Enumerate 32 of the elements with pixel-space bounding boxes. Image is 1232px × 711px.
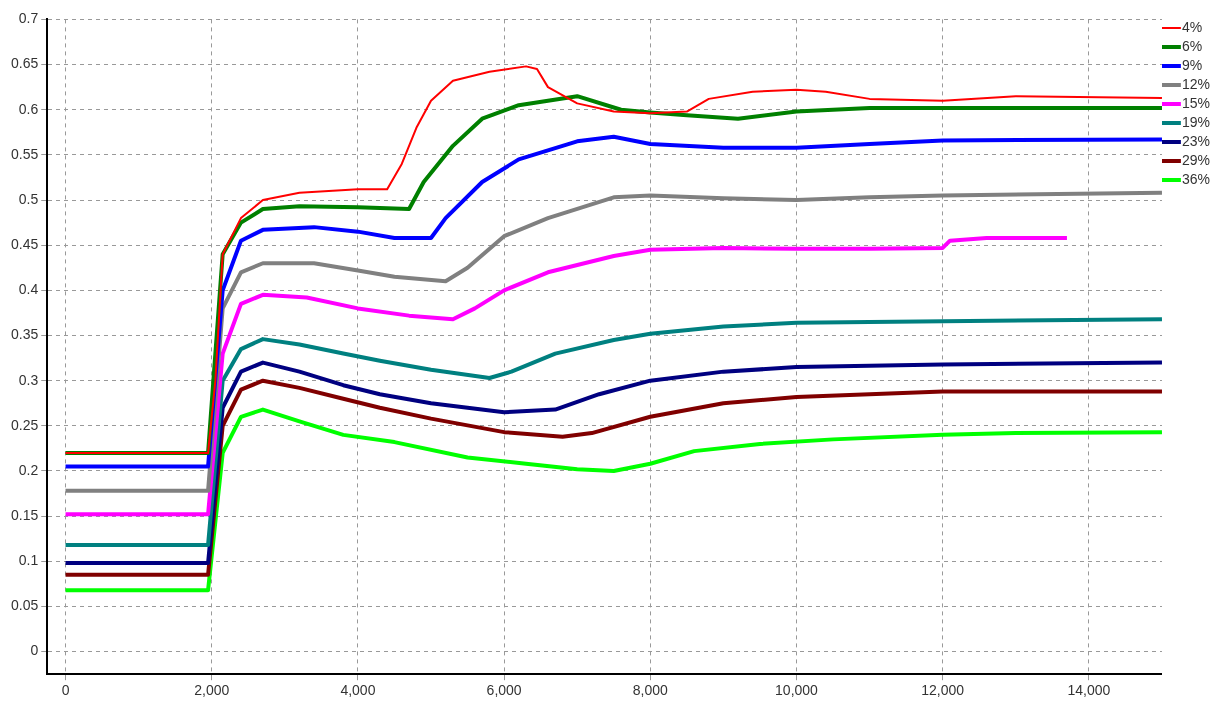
y-tick-label: 0.5 — [18, 190, 39, 207]
y-tick-label: 0.65 — [11, 55, 39, 72]
y-tick-label: 0.2 — [18, 461, 39, 478]
x-tick-label: 12,000 — [921, 682, 965, 699]
y-tick-label: 0.25 — [11, 416, 39, 433]
x-tick-label: 6,000 — [486, 682, 522, 699]
x-tick-label: 0 — [61, 682, 70, 699]
y-tick-label: 0.45 — [11, 236, 39, 253]
legend-label: 15% — [1181, 94, 1211, 111]
legend-label: 29% — [1181, 151, 1211, 168]
legend-label: 36% — [1181, 170, 1211, 187]
legend-label: 6% — [1181, 37, 1203, 54]
y-tick-label: 0.05 — [11, 597, 39, 614]
x-tick-label: 14,000 — [1067, 682, 1111, 699]
x-tick-label: 8,000 — [632, 682, 669, 699]
y-tick-label: 0.7 — [18, 10, 39, 27]
y-tick-label: 0.1 — [18, 552, 39, 569]
y-tick-label: 0.55 — [11, 145, 39, 162]
x-tick-label: 2,000 — [194, 682, 230, 699]
y-tick-label: 0.4 — [18, 281, 39, 298]
y-tick-label: 0.3 — [18, 371, 39, 388]
legend-label: 19% — [1181, 113, 1211, 130]
legend-label: 12% — [1181, 75, 1211, 92]
y-tick-label: 0 — [30, 642, 39, 659]
legend-label: 9% — [1181, 56, 1203, 73]
y-tick-label: 0.6 — [18, 100, 39, 117]
y-tick-label: 0.35 — [11, 326, 39, 343]
legend-label: 23% — [1181, 132, 1211, 149]
x-tick-label: 4,000 — [340, 682, 376, 699]
y-tick-label: 0.15 — [11, 507, 39, 523]
legend-label: 4% — [1181, 18, 1203, 35]
x-tick-label: 10,000 — [775, 682, 819, 699]
